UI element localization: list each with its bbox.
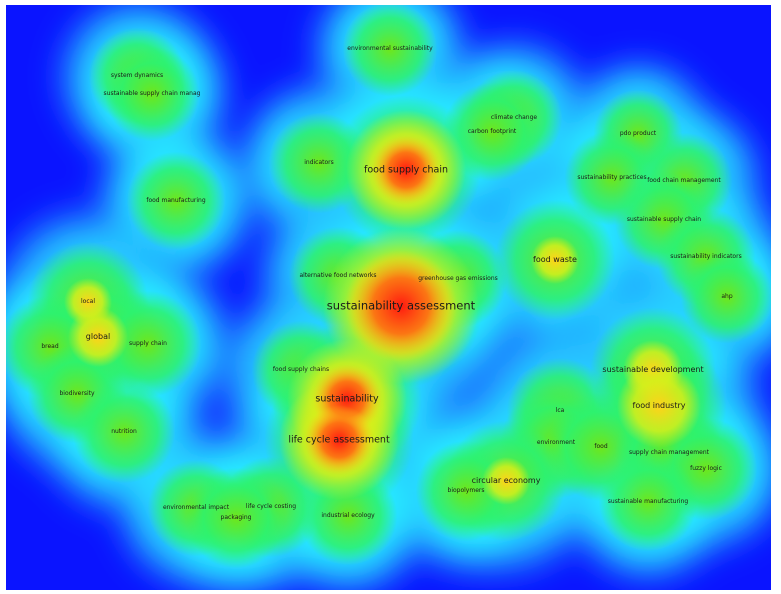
keyword-food-waste[interactable]: food waste — [533, 255, 577, 264]
keyword-sustainability-assessment[interactable]: sustainability assessment — [326, 298, 476, 313]
yellow-core-35 — [482, 457, 530, 505]
yellow-core-13 — [531, 236, 579, 284]
keyword-global[interactable]: global — [85, 332, 111, 341]
keyword-sustainable-supply-chain-manag[interactable]: sustainable supply chain manag — [103, 90, 201, 97]
hot-core-19 — [345, 250, 457, 362]
keyword-nutrition[interactable]: nutrition — [111, 428, 137, 435]
keyword-climate-change[interactable]: climate change — [490, 114, 538, 121]
keyword-environmental-impact[interactable]: environmental impact — [162, 504, 230, 511]
keyword-supply-chain-management[interactable]: supply chain management — [628, 449, 710, 456]
keyword-sustainable-supply-chain[interactable]: sustainable supply chain — [626, 216, 702, 223]
yellow-core-27 — [617, 364, 701, 448]
keyword-sustainable-development[interactable]: sustainable development — [602, 365, 704, 374]
keyword-industrial-ecology[interactable]: industrial ecology — [321, 512, 375, 519]
density-heatmap — [6, 5, 771, 590]
keyword-sustainability-practices[interactable]: sustainability practices — [577, 174, 647, 181]
keyword-food-industry[interactable]: food industry — [632, 401, 686, 410]
green-core-29 — [72, 380, 176, 484]
keyword-environment[interactable]: environment — [536, 439, 576, 446]
keyword-biopolymers[interactable]: biopolymers — [447, 487, 485, 494]
yellow-core-20 — [68, 307, 128, 367]
keyword-system-dynamics[interactable]: system dynamics — [110, 72, 164, 79]
keyword-food-supply-chains[interactable]: food supply chains — [272, 366, 330, 373]
keyword-carbon-footprint[interactable]: carbon footprint — [467, 128, 517, 135]
keyword-food-chain-management[interactable]: food chain management — [647, 177, 721, 184]
green-core-11 — [126, 151, 226, 251]
keyword-environmental-sustainability[interactable]: environmental sustainability — [347, 45, 433, 52]
keyword-food[interactable]: food — [594, 443, 608, 450]
keyword-life-cycle-assessment[interactable]: life cycle assessment — [288, 434, 390, 446]
hot-core-30 — [304, 405, 374, 475]
keyword-fuzzy-logic[interactable]: fuzzy logic — [690, 465, 722, 472]
keyword-food-manufacturing[interactable]: food manufacturing — [146, 197, 206, 204]
keyword-supply-chain[interactable]: supply chain — [129, 340, 167, 347]
keyword-pdo-product[interactable]: pdo product — [619, 130, 657, 137]
keyword-packaging[interactable]: packaging — [220, 514, 252, 521]
green-core-17 — [680, 250, 771, 344]
keyword-life-cycle-costing[interactable]: life cycle costing — [245, 503, 297, 510]
green-core-21 — [94, 290, 202, 398]
green-core-39 — [598, 452, 698, 552]
keyword-local[interactable]: local — [81, 298, 95, 305]
keyword-greenhouse-gas-emissions[interactable]: greenhouse gas emissions — [418, 275, 498, 282]
hot-core-8 — [371, 135, 441, 205]
keyword-alternative-food-networks[interactable]: alternative food networks — [299, 272, 377, 279]
keyword-sustainable-manufacturing[interactable]: sustainable manufacturing — [607, 498, 689, 505]
keyword-bread[interactable]: bread — [41, 343, 59, 350]
green-core-3 — [104, 46, 200, 142]
keyword-food-supply-chain[interactable]: food supply chain — [363, 164, 449, 176]
keyword-sustainability[interactable]: sustainability — [315, 393, 379, 405]
keyword-circular-economy[interactable]: circular economy — [471, 476, 541, 485]
green-core-1 — [342, 5, 438, 97]
keyword-indicators[interactable]: indicators — [304, 159, 334, 166]
density-map: environmental sustainability system dyna… — [6, 5, 771, 590]
keyword-sustainability-indicators[interactable]: sustainability indicators — [670, 253, 742, 260]
keyword-lca[interactable]: lca — [555, 407, 565, 414]
keyword-biodiversity[interactable]: biodiversity — [59, 390, 95, 397]
green-core-40 — [185, 467, 287, 569]
keyword-ahp[interactable]: ahp — [721, 293, 733, 300]
